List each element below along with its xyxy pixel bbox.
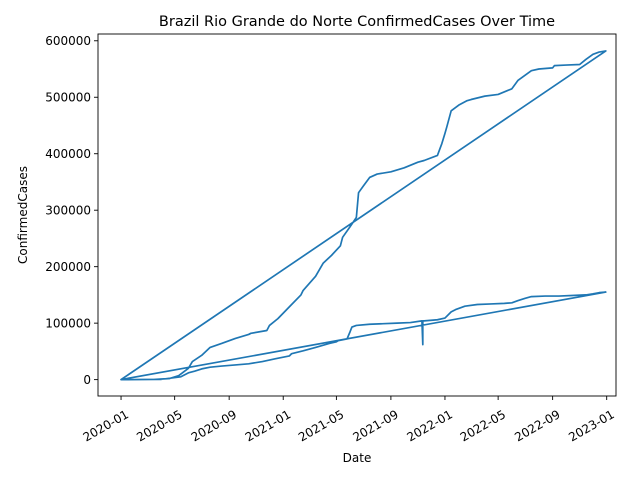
x-tick-label: 2020-01 [81,407,131,444]
x-tick-label: 2022-01 [405,407,455,444]
x-tick-label: 2021-01 [243,407,293,444]
y-tick-label: 300000 [45,203,91,217]
y-axis: 0 100000 200000 300000 400000 500000 600000 [45,34,98,387]
y-tick-label: 400000 [45,147,91,161]
y-tick-label: 200000 [45,260,91,274]
y-axis-label: ConfirmedCases [16,166,30,264]
x-axis: 2020-01 2020-05 2020-09 2021-01 2021-05 2021-… [81,396,617,444]
y-tick-label: 0 [83,373,91,387]
x-tick-label: 2020-05 [134,407,184,444]
x-axis-label: Date [343,451,372,465]
series-line [120,50,607,381]
x-tick-label: 2022-05 [458,407,508,444]
y-tick-label: 100000 [45,316,91,330]
plot-frame [97,33,617,397]
x-tick-label: 2022-09 [512,407,562,444]
y-tick-label: 500000 [45,90,91,104]
x-tick-label: 2020-09 [189,407,239,444]
x-tick-label: 2023-01 [566,407,616,444]
y-tick-label: 600000 [45,34,91,48]
series-layer [120,50,607,381]
x-tick-label: 2021-05 [296,407,346,444]
x-tick-label: 2021-09 [350,407,400,444]
chart-title: Brazil Rio Grande do Norte ConfirmedCase… [159,14,555,30]
